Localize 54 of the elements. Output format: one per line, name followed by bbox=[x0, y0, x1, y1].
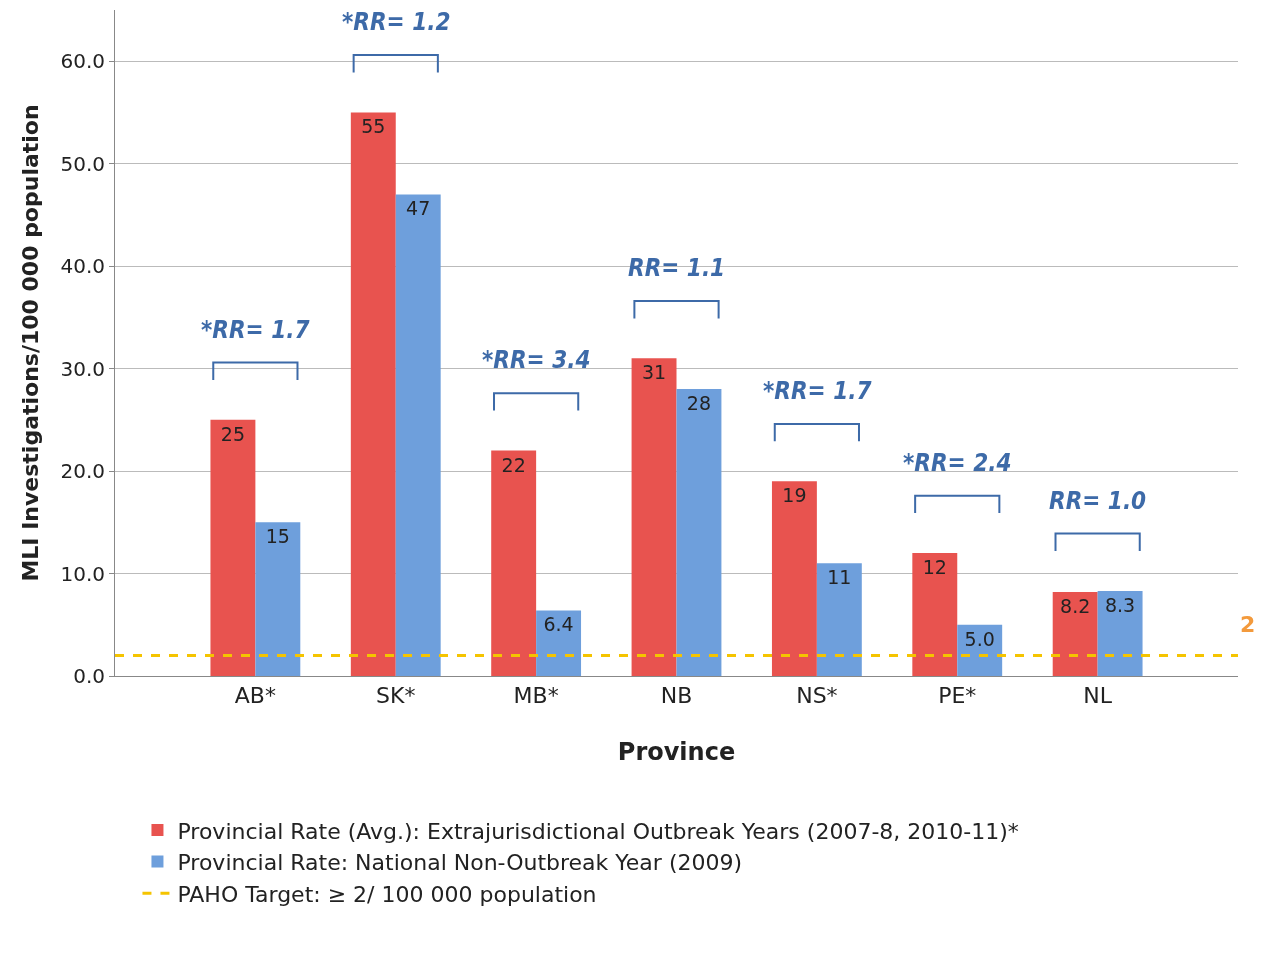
x-tick-label: NS* bbox=[796, 683, 838, 709]
bar bbox=[912, 553, 958, 676]
bar bbox=[1097, 590, 1143, 676]
text: 47 bbox=[406, 197, 431, 220]
legend-label: Provincial Rate: National Non-Outbreak Year (2009) bbox=[177, 850, 743, 876]
annotation: *RR= 2.4 bbox=[903, 449, 1012, 477]
text: 19 bbox=[782, 484, 807, 507]
legend-label: Provincial Rate (Avg.): Extrajurisdictional Outbreak Years (2007-8, 2010-11)* bbox=[177, 818, 1019, 844]
text: 31 bbox=[641, 361, 667, 384]
bar bbox=[676, 389, 722, 676]
text: 5.0 bbox=[964, 627, 995, 650]
annotation: *RR= 1.2 bbox=[342, 8, 451, 36]
x-tick-label: NL bbox=[1083, 683, 1113, 709]
y-tick-label: 0.0 bbox=[73, 664, 105, 688]
y-axis-title: MLI Investigations/100 000 population bbox=[18, 104, 44, 582]
x-tick-label: PE* bbox=[938, 683, 977, 709]
text: 55 bbox=[361, 115, 386, 138]
bar bbox=[255, 522, 301, 676]
y-tick-label: 40.0 bbox=[60, 254, 105, 279]
bar bbox=[350, 112, 396, 676]
text: 12 bbox=[922, 556, 947, 579]
bar bbox=[395, 194, 441, 676]
annotation: RR= 1.1 bbox=[628, 254, 726, 282]
annotation: *RR= 1.7 bbox=[763, 377, 872, 405]
text: 2 bbox=[1240, 612, 1256, 637]
y-tick-label: 30.0 bbox=[60, 356, 105, 381]
bar bbox=[1052, 591, 1098, 676]
bar bbox=[536, 610, 582, 676]
annotation: *RR= 1.7 bbox=[201, 316, 310, 344]
text: 15 bbox=[265, 525, 290, 548]
bar bbox=[491, 450, 537, 676]
x-tick-label: AB* bbox=[234, 683, 276, 709]
annotation: RR= 1.0 bbox=[1049, 487, 1147, 515]
bar bbox=[816, 563, 862, 676]
bar bbox=[631, 358, 677, 676]
y-tick-label: 10.0 bbox=[60, 561, 105, 586]
y-tick-label: 50.0 bbox=[60, 151, 105, 176]
bar bbox=[210, 419, 256, 676]
text: 28 bbox=[686, 392, 712, 415]
y-tick-label: 60.0 bbox=[60, 49, 105, 74]
legend-label: PAHO Target: ≥ 2/ 100 000 population bbox=[177, 881, 597, 907]
text: 11 bbox=[827, 566, 852, 589]
x-axis-title: Province bbox=[617, 737, 736, 766]
text: 22 bbox=[501, 453, 526, 476]
y-tick-label: 20.0 bbox=[60, 459, 105, 484]
text: 8.3 bbox=[1104, 593, 1136, 616]
text: 6.4 bbox=[543, 613, 574, 636]
x-tick-label: MB* bbox=[513, 683, 559, 709]
text: 8.2 bbox=[1060, 594, 1091, 617]
x-tick-label: SK* bbox=[376, 683, 416, 709]
x-tick-label: NB bbox=[660, 683, 693, 709]
text: 25 bbox=[220, 422, 246, 445]
bar bbox=[771, 481, 817, 676]
annotation: *RR= 3.4 bbox=[482, 346, 591, 374]
